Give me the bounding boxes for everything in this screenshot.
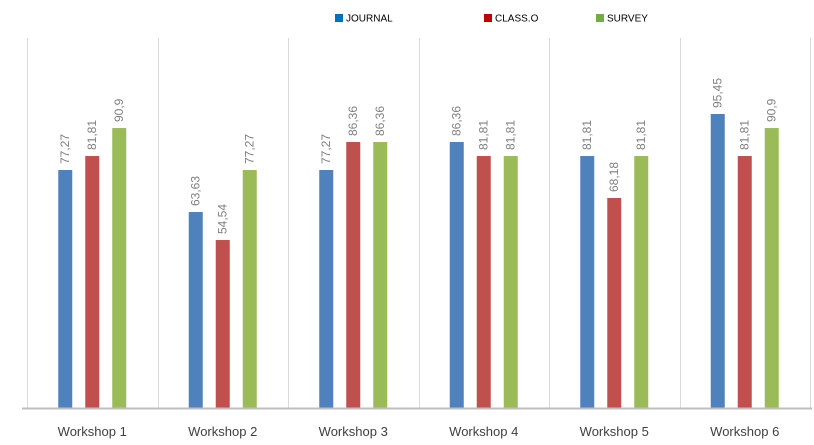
bar-class-o-4	[476, 156, 491, 408]
bar-journal-6	[710, 114, 725, 408]
legend-label-class-o: CLASS.O	[495, 14, 539, 25]
category-label-workshop-5: Workshop 5	[580, 424, 649, 439]
bar-survey-4	[503, 156, 518, 408]
bar-class-o-6	[737, 156, 752, 408]
bar-class-o-2	[215, 240, 230, 408]
data-label: 77,27	[243, 134, 257, 164]
data-label: 86,36	[373, 106, 387, 136]
category-label-workshop-2: Workshop 2	[188, 424, 257, 439]
chart-legend: JOURNAL CLASS.O SURVEY	[335, 14, 648, 25]
bar-journal-5	[580, 156, 595, 408]
category-separators	[27, 38, 811, 408]
data-label: 81,81	[477, 120, 491, 150]
data-label: 77,27	[319, 134, 333, 164]
bar-class-o-1	[85, 156, 100, 408]
bar-class-o-5	[607, 198, 622, 408]
bar-journal-3	[319, 170, 334, 408]
data-label: 81,81	[738, 120, 752, 150]
bar-survey-1	[112, 128, 127, 408]
bar-survey-3	[373, 142, 388, 408]
bar-journal-4	[449, 142, 464, 408]
data-label: 81,81	[85, 120, 99, 150]
category-label-workshop-3: Workshop 3	[319, 424, 388, 439]
legend-swatch-journal	[335, 14, 343, 22]
data-label: 54,54	[216, 204, 230, 234]
legend-swatch-survey	[596, 14, 604, 22]
data-label: 86,36	[346, 106, 360, 136]
legend-swatch-class-o	[484, 14, 492, 22]
data-label: 77,27	[58, 134, 72, 164]
data-label: 63,63	[189, 176, 203, 206]
category-label-workshop-6: Workshop 6	[710, 424, 779, 439]
data-label: 81,81	[580, 120, 594, 150]
data-label: 95,45	[711, 78, 725, 108]
bar-survey-6	[764, 128, 779, 408]
data-label: 90,9	[765, 98, 779, 122]
data-label: 90,9	[112, 98, 126, 122]
data-labels: 77,27 81,81 90,9 63,63 54,54 77,27 77,27 86,36 8…	[58, 78, 779, 234]
data-label: 68,18	[607, 162, 621, 192]
category-label-workshop-4: Workshop 4	[449, 424, 518, 439]
legend-label-journal: JOURNAL	[346, 14, 393, 25]
data-label: 81,81	[634, 120, 648, 150]
bar-journal-1	[58, 170, 73, 408]
data-label: 86,36	[450, 106, 464, 136]
category-label-workshop-1: Workshop 1	[58, 424, 127, 439]
category-labels: Workshop 1 Workshop 2 Workshop 3 Workshop 4…	[58, 424, 780, 439]
bar-journal-2	[188, 212, 203, 408]
legend-label-survey: SURVEY	[607, 14, 648, 25]
bar-survey-5	[634, 156, 649, 408]
bar-class-o-3	[346, 142, 361, 408]
bar-survey-2	[242, 170, 257, 408]
chart-bars	[58, 114, 779, 408]
data-label: 81,81	[504, 120, 518, 150]
